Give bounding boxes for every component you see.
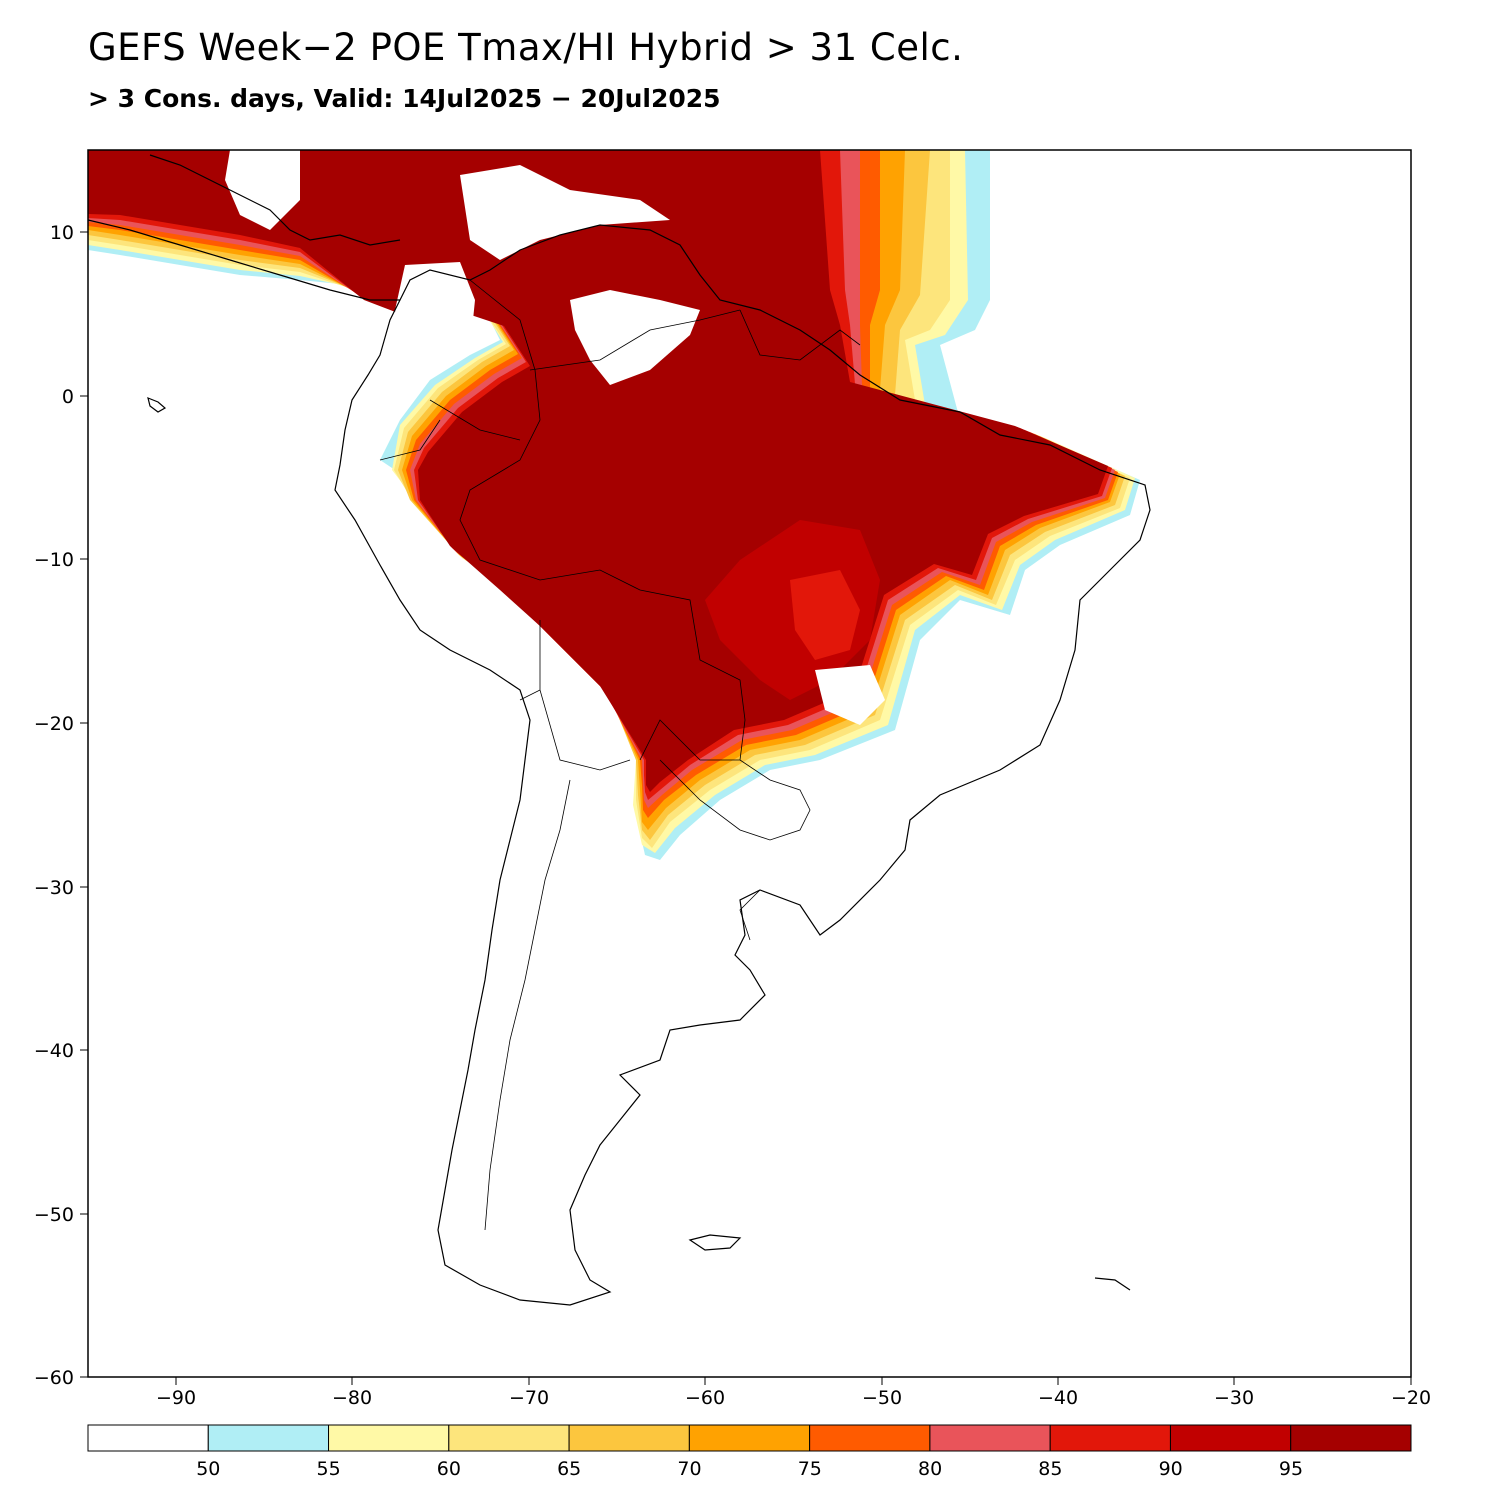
color-legend: 50 55 60 65 70 75 80 85 90 95 [87, 1424, 1412, 1480]
lon-tick-label: −30 [1214, 1387, 1254, 1409]
lat-tick-label: 0 [62, 386, 74, 408]
contour-90-core [790, 570, 860, 660]
country-borders [379, 279, 861, 1231]
lat-tick-label: −20 [34, 713, 74, 735]
legend-color-box [809, 1424, 931, 1452]
lat-tick-label: −60 [34, 1367, 74, 1389]
no-signal-venezuela [570, 290, 700, 385]
no-signal-paraguay-east [815, 665, 885, 725]
no-signal-caribbean [460, 165, 670, 260]
lon-tick-label: −90 [156, 1387, 196, 1409]
coastlines [88, 154, 1151, 1306]
legend-label: 55 [317, 1458, 341, 1480]
lon-axis: −90 −80 −70 −60 −50 −40 −30 −20 [156, 1377, 1431, 1409]
lon-tick-label: −40 [1038, 1387, 1078, 1409]
south-america-coastline [334, 224, 1151, 1306]
lat-axis: 10 0 −10 −20 −30 −40 −50 −60 [34, 222, 88, 1389]
legend-color-box [1290, 1424, 1412, 1452]
lat-tick-label: −10 [34, 549, 74, 571]
lat-tick-label: 10 [50, 222, 74, 244]
map-subtitle: > 3 Cons. days, Valid: 14Jul2025 − 20Jul… [88, 84, 721, 113]
legend-color-box [929, 1424, 1051, 1452]
lon-tick-label: −50 [862, 1387, 902, 1409]
legend-color-box [1169, 1424, 1292, 1452]
legend-color-box [1049, 1424, 1171, 1452]
legend-color-box [448, 1424, 570, 1452]
lat-tick-label: −50 [34, 1204, 74, 1226]
lat-tick-label: −30 [34, 877, 74, 899]
contour-90-interior [705, 520, 880, 700]
legend-label: 80 [918, 1458, 942, 1480]
lon-tick-label: −70 [509, 1387, 549, 1409]
legend-color-box [568, 1424, 690, 1452]
central-america-coastline [88, 154, 401, 301]
lon-tick-label: −60 [685, 1387, 725, 1409]
lat-tick-label: −40 [34, 1040, 74, 1062]
legend-label: 70 [677, 1458, 701, 1480]
falkland-islands [688, 1234, 742, 1251]
galapagos [147, 397, 167, 413]
lon-tick-label: −80 [332, 1387, 372, 1409]
legend-label: 95 [1279, 1458, 1303, 1480]
map-title: GEFS Week−2 POE Tmax/HI Hybrid > 31 Celc… [88, 26, 964, 69]
lon-tick-label: −20 [1391, 1387, 1431, 1409]
legend-label: 90 [1159, 1458, 1183, 1480]
no-signal-central-america [225, 150, 300, 230]
legend-label: 85 [1038, 1458, 1062, 1480]
legend-label: 65 [557, 1458, 581, 1480]
legend-color-box [328, 1424, 450, 1452]
legend-label: 50 [196, 1458, 220, 1480]
no-signal-andes-north [395, 262, 475, 375]
legend-color-box [87, 1424, 209, 1452]
legend-color-box [207, 1424, 330, 1452]
south-georgia [1094, 1277, 1131, 1291]
heat-probability-field [88, 150, 1140, 860]
legend-color-box [688, 1424, 811, 1452]
plot-frame [87, 149, 1412, 1378]
legend-label: 60 [437, 1458, 461, 1480]
legend-label: 75 [798, 1458, 822, 1480]
